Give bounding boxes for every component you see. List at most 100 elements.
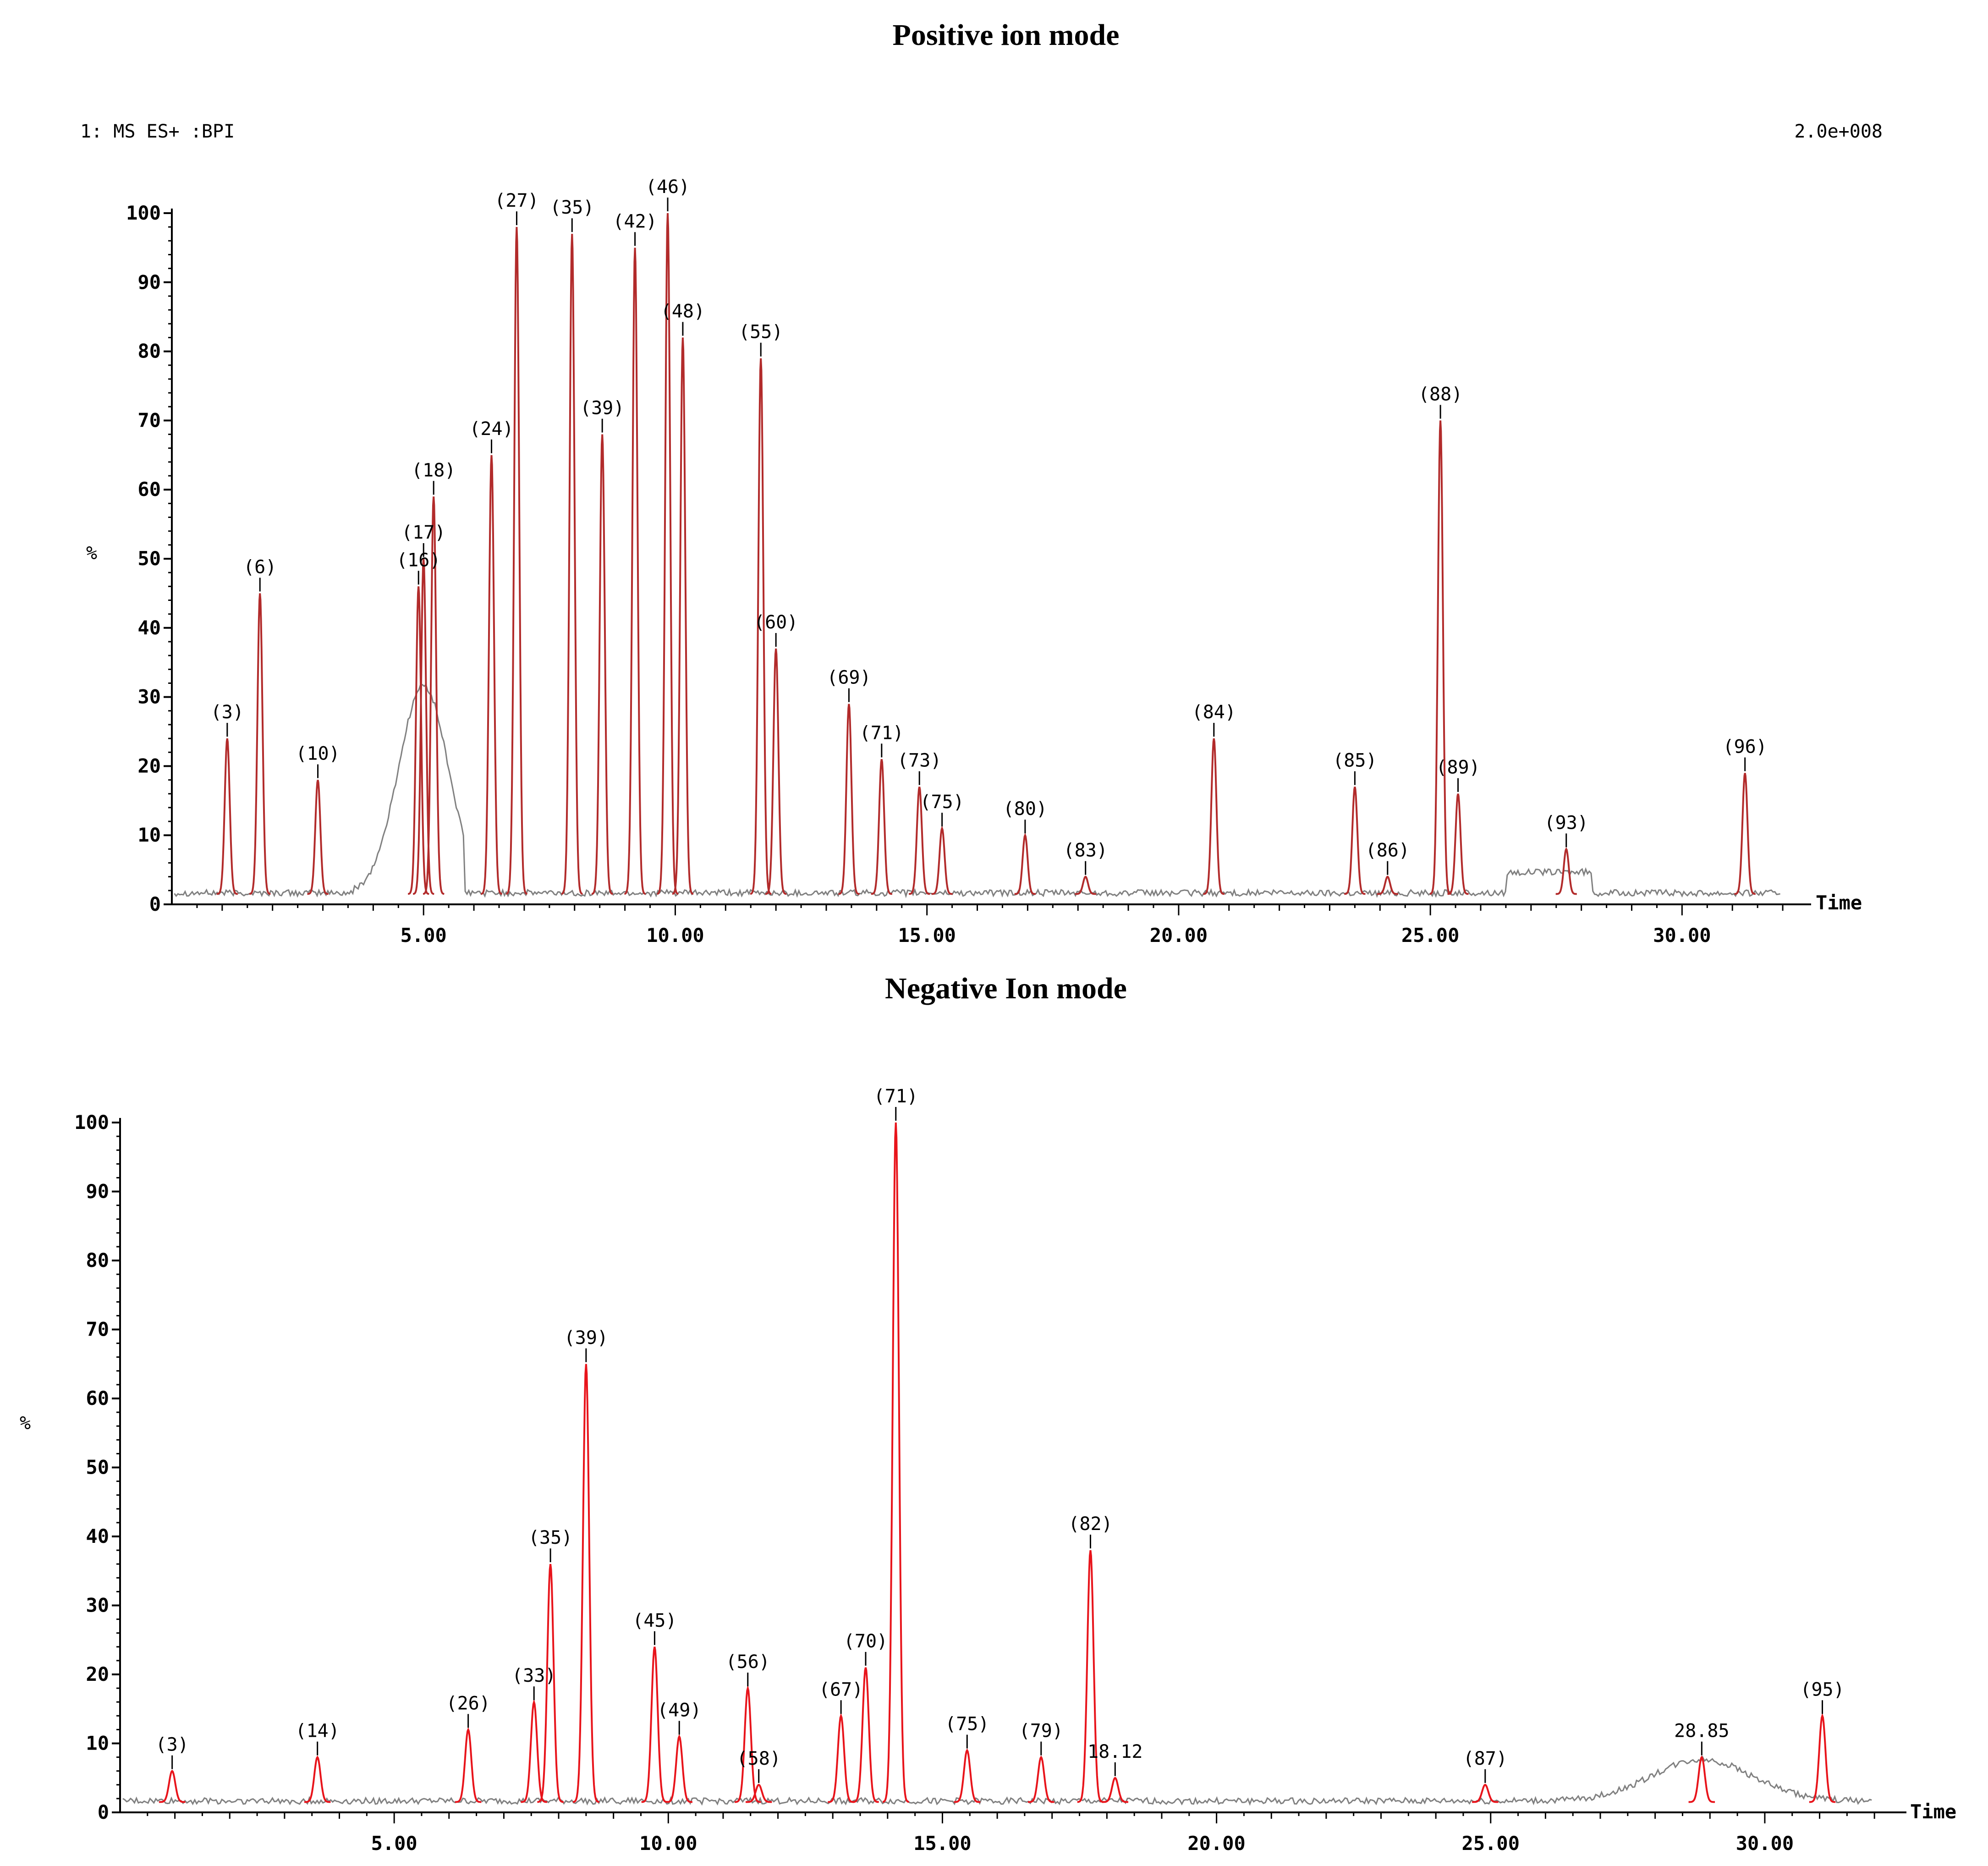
- positive-peak-label: (3): [211, 702, 244, 723]
- positive-y-tick-label: 10: [137, 824, 161, 846]
- positive-peak-label: (18): [412, 460, 456, 481]
- positive-axes: 0 10 20 30 40 50 60 70 80 90 100 5.00 10.00 15.00 20.0…: [126, 202, 1811, 947]
- positive-x-tick-label: 25.00: [1401, 924, 1459, 947]
- positive-peak-label: (39): [580, 398, 624, 419]
- negative-peak: [455, 1727, 482, 1803]
- positive-peak: [423, 496, 445, 895]
- positive-peak-label: (48): [661, 301, 705, 322]
- positive-peak: [591, 434, 613, 895]
- negative-xlabel: Time: [1910, 1800, 1956, 1823]
- positive-x-tick-label: 30.00: [1653, 924, 1711, 947]
- positive-baseline-trace: [174, 683, 1780, 898]
- positive-y-tick-label: 30: [137, 686, 161, 708]
- positive-peak: [1014, 832, 1036, 895]
- negative-peak-label: (26): [446, 1693, 490, 1714]
- positive-peak-label: (93): [1544, 812, 1588, 833]
- positive-peak-label: (96): [1723, 736, 1767, 757]
- negative-peak: [1688, 1755, 1715, 1803]
- positive-peak-label: (69): [827, 667, 871, 688]
- negative-baseline-trace: [122, 1756, 1872, 1806]
- positive-peak-label: (80): [1003, 798, 1047, 820]
- negative-peak-label: (79): [1019, 1721, 1063, 1742]
- negative-peak-label: 18.12: [1087, 1741, 1142, 1762]
- positive-x-tick-label: 5.00: [401, 924, 447, 947]
- positive-peak-labels: (3) (6) (10) (16) (17) (18) (24) (27) (35) (39) (4…: [211, 176, 1767, 875]
- positive-x-tick-label: 15.00: [898, 924, 956, 947]
- positive-peak-label: (60): [754, 612, 798, 633]
- negative-peak: [304, 1755, 331, 1803]
- positive-title: Positive ion mode: [893, 18, 1120, 52]
- negative-peak-label: (35): [528, 1527, 572, 1548]
- positive-ylabel: %: [86, 543, 97, 564]
- negative-peak-label: (82): [1068, 1514, 1112, 1535]
- negative-x-tick-label: 15.00: [913, 1832, 971, 1855]
- negative-peak: [159, 1769, 186, 1803]
- negative-peak: [1809, 1713, 1836, 1803]
- positive-peak: [871, 759, 892, 895]
- positive-y-tick-label: 80: [137, 340, 161, 363]
- positive-y-tick-label: 100: [126, 202, 161, 224]
- positive-peak-label: (55): [739, 322, 783, 343]
- positive-peak: [672, 337, 694, 895]
- negative-y-tick-label: 100: [74, 1111, 109, 1134]
- negative-peak: [521, 1698, 547, 1803]
- negative-y-tick-label: 30: [86, 1594, 109, 1617]
- positive-peak: [908, 787, 930, 895]
- positive-header-right: 2.0e+008: [1794, 121, 1883, 142]
- negative-peak-label: (58): [737, 1748, 781, 1769]
- positive-peak: [1555, 847, 1577, 895]
- positive-peak: [750, 358, 772, 895]
- positive-y-tick-label: 20: [137, 754, 161, 777]
- positive-xlabel: Time: [1816, 892, 1862, 914]
- positive-peak-label: (86): [1366, 840, 1410, 861]
- positive-peak: [249, 593, 271, 895]
- negative-x-tick-label: 20.00: [1187, 1832, 1245, 1855]
- negative-peak-label: (3): [156, 1734, 189, 1756]
- positive-peak: [1377, 875, 1398, 895]
- positive-peak: [1447, 793, 1469, 895]
- positive-peak-label: (27): [494, 190, 538, 211]
- positive-peak-label: (10): [296, 743, 340, 765]
- positive-y-tick-label: 70: [137, 409, 161, 431]
- negative-x-tick-label: 10.00: [639, 1832, 697, 1855]
- negative-y-tick-label: 50: [86, 1456, 109, 1479]
- negative-ylabel: %: [20, 1413, 31, 1434]
- positive-peak: [657, 213, 679, 895]
- positive-peak-label: (75): [920, 792, 964, 813]
- negative-y-tick-label: 0: [98, 1801, 109, 1823]
- negative-peak: [666, 1734, 692, 1803]
- positive-header-left: 1: MS ES+ :BPI: [80, 121, 235, 142]
- positive-peak: [838, 704, 860, 895]
- negative-y-tick-label: 80: [86, 1249, 109, 1272]
- positive-peak: [561, 234, 583, 895]
- negative-trace: [122, 1122, 1872, 1806]
- negative-title: Negative Ion mode: [885, 972, 1127, 1005]
- positive-peak: [307, 780, 329, 895]
- negative-y-tick-label: 60: [86, 1387, 109, 1409]
- positive-peak-label: (88): [1418, 384, 1462, 405]
- negative-peak: [641, 1646, 668, 1803]
- positive-peak: [216, 738, 238, 895]
- positive-x-tick-label: 10.00: [646, 924, 704, 947]
- negative-peak-labels: (3) (14) (26) (33) (35) (39) (45) (49) (56) (58) (…: [156, 1086, 1845, 1783]
- negative-ion-chromatogram: Negative Ion mode % Time 0 10 20 30 40 50 60 70…: [20, 972, 1956, 1855]
- positive-peak-label: (35): [550, 197, 594, 218]
- negative-peak: [1102, 1777, 1128, 1803]
- positive-peak: [1203, 738, 1225, 895]
- positive-peak: [931, 826, 953, 895]
- positive-peak: [413, 558, 434, 895]
- positive-x-tick-label: 20.00: [1150, 924, 1208, 947]
- positive-y-tick-label: 40: [137, 616, 161, 639]
- positive-peak-label: (24): [469, 418, 513, 440]
- negative-peak-label: (75): [945, 1714, 989, 1735]
- negative-y-tick-label: 20: [86, 1663, 109, 1685]
- negative-peak-label: (14): [296, 1721, 340, 1742]
- negative-x-tick-label: 25.00: [1462, 1832, 1520, 1855]
- positive-peak: [481, 455, 502, 895]
- negative-peak: [1028, 1755, 1054, 1803]
- positive-trace: [174, 213, 1780, 898]
- negative-axes: 0 10 20 30 40 50 60 70 80 90 100 5.00 10.00 15.00 20.0…: [74, 1111, 1906, 1855]
- negative-y-tick-label: 70: [86, 1318, 109, 1341]
- negative-y-tick-label: 40: [86, 1525, 109, 1547]
